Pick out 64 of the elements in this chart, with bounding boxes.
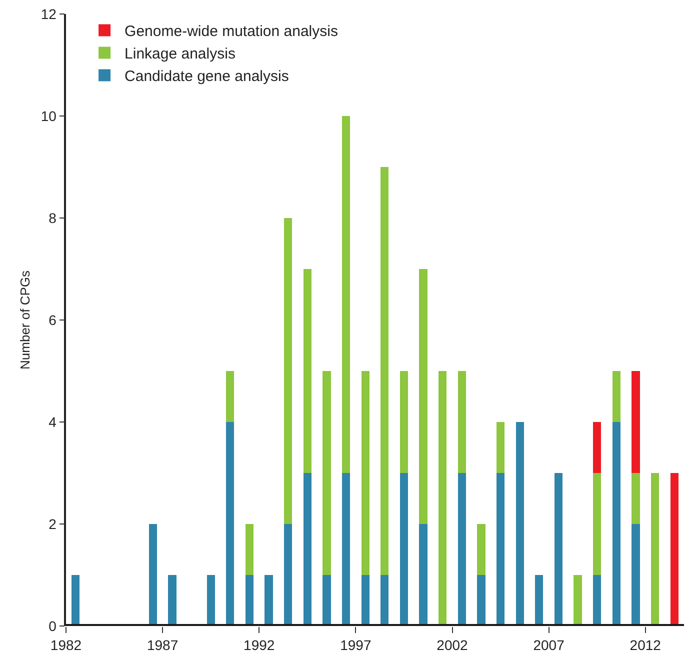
bar [496, 473, 505, 626]
y-tick-label: 4 [48, 414, 57, 430]
bar [593, 422, 602, 473]
x-tick-label: 2002 [436, 636, 468, 653]
legend-label: Genome-wide mutation analysis [124, 23, 338, 40]
bar [458, 371, 466, 473]
bar [419, 269, 428, 524]
bar [380, 575, 389, 626]
bar [574, 575, 582, 626]
bar [400, 473, 408, 626]
x-tick-label: 1987 [146, 636, 178, 653]
bar [400, 371, 408, 473]
bar [322, 371, 331, 575]
bar [226, 371, 234, 422]
bar [670, 473, 678, 626]
bar [477, 524, 486, 575]
bar [554, 473, 563, 626]
bar [516, 422, 524, 626]
y-tick-label: 8 [48, 210, 57, 226]
bar [535, 575, 544, 626]
legend-label: Linkage analysis [124, 46, 236, 63]
x-tick-label: 2007 [533, 636, 565, 653]
bar [168, 575, 176, 626]
bar [303, 269, 312, 473]
bar [342, 473, 350, 626]
y-tick-label: 6 [48, 312, 57, 328]
bar [361, 371, 370, 575]
bar [226, 422, 234, 626]
bar [361, 575, 370, 626]
bar [264, 575, 273, 626]
bar [458, 473, 466, 626]
bar [245, 575, 254, 626]
bar [632, 371, 640, 473]
bar [612, 371, 620, 422]
bar [593, 575, 602, 626]
bar [245, 524, 254, 575]
x-tick-label: 1992 [244, 636, 275, 653]
bar [477, 575, 486, 626]
bar [303, 473, 312, 626]
bar [148, 524, 157, 626]
legend-label: Candidate gene analysis [124, 68, 289, 86]
bar [496, 422, 505, 473]
y-tick-label: 2 [48, 516, 57, 532]
bar [650, 473, 660, 626]
bar [284, 218, 292, 524]
bar [632, 524, 640, 626]
y-tick-label: 12 [40, 6, 57, 22]
y-tick-label: 10 [40, 108, 57, 124]
bar [322, 575, 331, 626]
bar [206, 575, 215, 626]
bar [342, 116, 350, 473]
bar [284, 524, 292, 626]
y-axis-title: Number of CPGs [17, 270, 32, 370]
bar [72, 575, 80, 626]
bar [593, 473, 602, 575]
x-tick-label: 1997 [340, 636, 372, 653]
bar [380, 167, 389, 575]
bar [612, 422, 620, 626]
x-tick-label: 1982 [50, 636, 82, 653]
bar [419, 524, 428, 626]
bar [438, 371, 447, 626]
y-tick-label: 0 [48, 618, 57, 634]
x-tick-label: 2012 [630, 636, 662, 653]
bar [632, 473, 640, 524]
